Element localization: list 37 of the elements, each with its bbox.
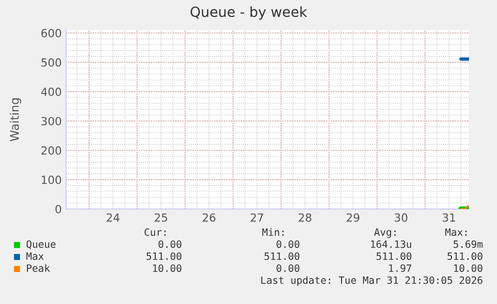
x-tick-label: 30: [394, 213, 408, 222]
text: Max:: [445, 228, 467, 236]
y-tick-label: 300: [41, 116, 62, 126]
text: 1.97: [389, 264, 412, 272]
y-tick-label: 100: [42, 176, 62, 184]
x-tick-label: 29: [346, 213, 360, 222]
legend-label: Peak: [26, 264, 50, 272]
text: Min:: [262, 228, 284, 236]
chart-title: Queue - by week: [190, 6, 308, 20]
y-axis-title: Waiting: [10, 98, 22, 142]
y-tick-label: 0: [55, 204, 62, 214]
x-tick-label: 26: [202, 213, 216, 222]
y-tick-label: 500: [41, 58, 62, 67]
x-tick-label: 31: [442, 213, 456, 222]
legend-label: Max: [26, 252, 44, 260]
text: 511.00: [264, 252, 300, 260]
text: 511.00: [448, 252, 482, 260]
text: 0.00: [276, 240, 300, 248]
y-tick-label: 600: [41, 28, 62, 38]
x-tick-label: 27: [250, 213, 264, 222]
text: 10.00: [153, 264, 182, 272]
text: Avg:: [374, 228, 396, 238]
y-tick-label: 400: [41, 88, 62, 96]
x-tick-label: 24: [106, 213, 120, 222]
text: 5.69m: [454, 240, 483, 248]
x-tick-label: 25: [154, 213, 168, 222]
text: 0.00: [158, 240, 182, 248]
text: 164.13u: [371, 240, 412, 248]
text: Cur:: [144, 228, 166, 236]
text: 10.00: [454, 264, 482, 272]
text: 511.00: [146, 252, 182, 260]
text: 511.00: [376, 252, 412, 260]
y-tick-label: 200: [41, 146, 62, 155]
legend-label: Queue: [26, 240, 56, 250]
x-tick-label: 28: [298, 213, 312, 222]
text: Last update: Tue Mar 31 21:30:05 2026: [261, 276, 482, 286]
text: 0.00: [276, 264, 300, 272]
